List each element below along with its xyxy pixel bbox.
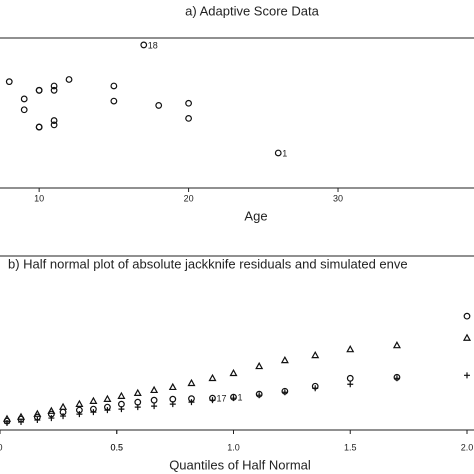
point bbox=[50, 86, 58, 94]
point bbox=[18, 419, 25, 426]
x-axis-label: Age bbox=[244, 208, 267, 223]
point bbox=[168, 382, 177, 391]
x-tick-label: 0.5 bbox=[110, 442, 123, 452]
point bbox=[118, 406, 125, 413]
point bbox=[50, 117, 58, 124]
x-tick-label: 20 bbox=[184, 193, 194, 203]
point-label: 1 bbox=[282, 148, 287, 158]
point bbox=[50, 82, 58, 90]
point bbox=[110, 97, 118, 105]
x-tick-label: 1.5 bbox=[344, 442, 357, 452]
point bbox=[59, 402, 68, 410]
point bbox=[90, 409, 97, 416]
point bbox=[4, 420, 11, 427]
point bbox=[20, 106, 28, 114]
point bbox=[462, 333, 472, 341]
x-tick-label: 10 bbox=[34, 193, 44, 203]
x-tick-label: 0.5 bbox=[110, 442, 123, 452]
point bbox=[20, 95, 28, 103]
x-tick-label: 2.0 bbox=[461, 442, 474, 452]
point-label: 18 bbox=[148, 40, 158, 50]
point bbox=[230, 395, 237, 402]
point bbox=[209, 397, 216, 404]
point bbox=[393, 375, 400, 382]
point bbox=[33, 409, 42, 417]
point bbox=[118, 400, 125, 408]
point bbox=[47, 406, 56, 414]
point bbox=[169, 401, 176, 408]
point bbox=[208, 373, 217, 382]
point bbox=[89, 396, 98, 404]
point bbox=[347, 381, 354, 388]
point bbox=[103, 394, 112, 402]
point bbox=[187, 378, 196, 387]
point bbox=[104, 407, 111, 414]
point bbox=[185, 99, 192, 107]
point-label: 17 bbox=[216, 394, 226, 404]
point bbox=[150, 385, 159, 394]
point-label: 1 bbox=[237, 393, 242, 403]
point bbox=[140, 41, 148, 49]
point bbox=[185, 115, 192, 122]
point bbox=[463, 312, 471, 320]
point bbox=[151, 403, 158, 410]
point bbox=[463, 372, 470, 379]
point bbox=[48, 415, 55, 422]
x-tick-label: 30 bbox=[333, 193, 343, 203]
point bbox=[35, 123, 43, 131]
point bbox=[280, 355, 289, 364]
point bbox=[50, 121, 58, 129]
point bbox=[65, 76, 73, 83]
point bbox=[346, 374, 354, 382]
point bbox=[392, 341, 401, 349]
point bbox=[5, 78, 13, 86]
point bbox=[312, 385, 319, 392]
point bbox=[281, 389, 288, 396]
point bbox=[60, 413, 67, 420]
point bbox=[34, 417, 41, 424]
point bbox=[75, 399, 84, 407]
x-axis-label: Quantiles of Half Normal bbox=[169, 457, 311, 472]
point bbox=[256, 392, 263, 399]
point bbox=[169, 395, 177, 403]
point bbox=[134, 404, 141, 411]
point bbox=[110, 82, 118, 90]
point bbox=[255, 361, 264, 370]
point bbox=[155, 102, 163, 109]
point bbox=[35, 86, 43, 94]
chart-title: a) Adaptive Score Data bbox=[185, 3, 319, 18]
point bbox=[76, 411, 83, 418]
point bbox=[274, 149, 282, 157]
point bbox=[150, 396, 158, 404]
point bbox=[117, 391, 126, 399]
point bbox=[188, 399, 195, 406]
point bbox=[133, 388, 142, 397]
x-tick-label: 0 bbox=[0, 442, 3, 452]
point bbox=[134, 398, 142, 406]
point bbox=[229, 368, 238, 377]
x-tick-label: 1.0 bbox=[227, 442, 240, 452]
chart-title: b) Half normal plot of absolute jackknif… bbox=[8, 256, 408, 271]
point bbox=[311, 350, 320, 359]
point bbox=[346, 345, 355, 353]
